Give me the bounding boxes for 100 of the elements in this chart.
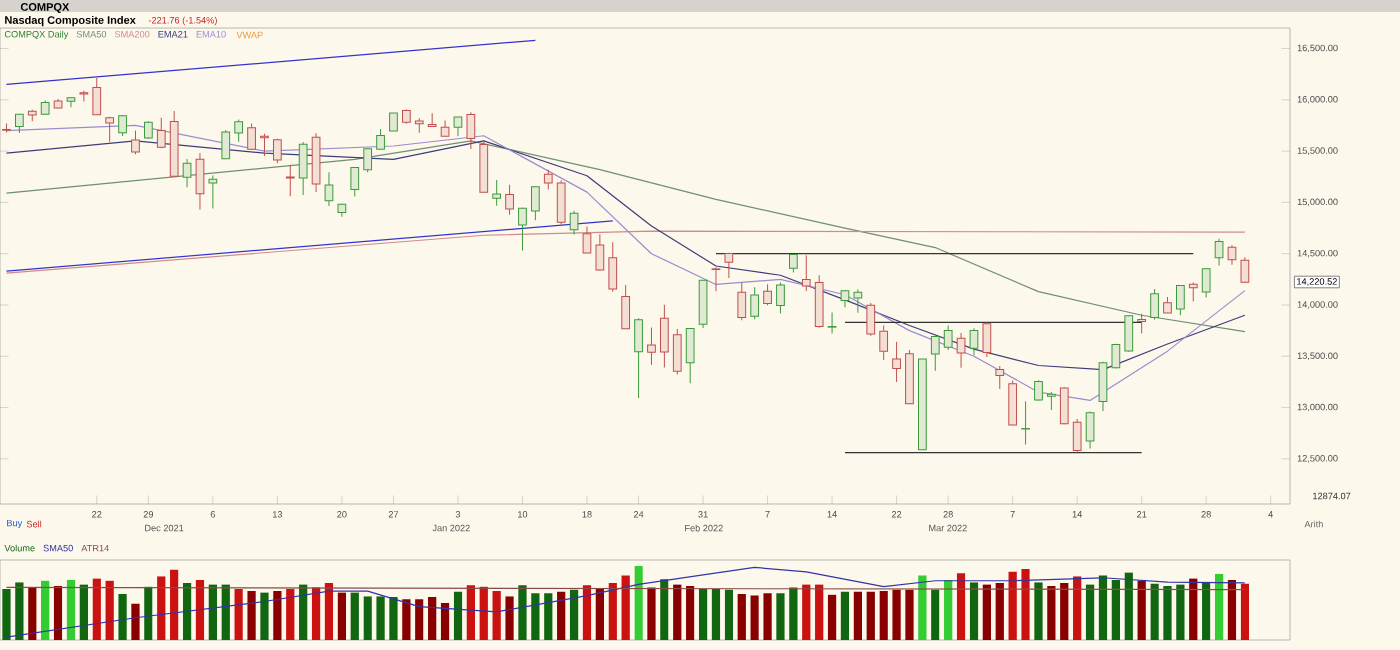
line-series — [5, 230, 1246, 274]
bar — [299, 584, 308, 640]
candlestick — [1059, 386, 1069, 425]
bar — [157, 576, 166, 640]
candlestick — [1008, 379, 1018, 426]
line-series — [5, 124, 1246, 401]
candlestick — [479, 139, 489, 193]
candlestick — [208, 175, 218, 209]
candlestick — [892, 341, 901, 383]
bar — [879, 591, 888, 640]
candlestick — [543, 169, 553, 190]
candlestick — [1085, 411, 1095, 450]
bar — [944, 580, 953, 640]
candlestick — [1188, 282, 1198, 303]
candlestick — [1021, 400, 1030, 445]
candlestick — [1214, 238, 1224, 266]
candlestick — [505, 184, 514, 216]
candlestick — [156, 117, 166, 149]
candlestick — [763, 283, 772, 306]
bar — [711, 588, 721, 640]
candlestick — [969, 327, 979, 356]
bar — [92, 578, 101, 640]
candlestick — [1072, 418, 1082, 454]
bar — [582, 585, 592, 640]
bar — [918, 575, 927, 640]
bar — [505, 596, 514, 640]
bar — [815, 584, 824, 640]
bar — [389, 597, 398, 640]
bar — [518, 585, 527, 640]
bar — [956, 573, 966, 640]
bar — [440, 602, 450, 640]
candlestick — [363, 148, 373, 173]
candlestick — [272, 138, 282, 164]
bar — [260, 592, 269, 640]
bar — [1047, 585, 1056, 640]
candlestick — [647, 326, 656, 366]
candlestick — [879, 325, 889, 361]
candlestick — [930, 335, 940, 372]
bar — [131, 603, 140, 640]
bar — [428, 597, 437, 640]
candlestick — [324, 171, 334, 207]
candlestick — [1137, 313, 1147, 334]
bar — [1060, 582, 1069, 640]
candlestick — [621, 284, 631, 330]
bar — [608, 582, 617, 640]
bar — [286, 588, 295, 640]
bar — [363, 596, 372, 640]
bar — [1240, 583, 1249, 640]
bar — [827, 594, 837, 640]
candlestick — [1150, 288, 1159, 321]
bar — [415, 599, 424, 640]
bar — [324, 582, 334, 640]
candlestick — [182, 158, 192, 188]
candlestick — [556, 179, 566, 225]
candlestick — [995, 365, 1005, 390]
bar — [995, 582, 1004, 640]
bar — [337, 592, 346, 640]
bar — [105, 580, 114, 640]
bar — [1021, 568, 1030, 640]
bar — [1137, 580, 1146, 640]
candlestick — [311, 132, 321, 193]
candlestick — [711, 266, 721, 292]
candlestick — [853, 289, 863, 314]
bar — [557, 591, 566, 640]
bar — [2, 588, 11, 640]
bar — [41, 580, 50, 640]
candlestick — [943, 325, 953, 351]
candlestick — [260, 133, 269, 157]
candlestick — [1201, 267, 1211, 299]
candlestick — [66, 97, 76, 108]
candlestick — [105, 116, 115, 143]
candlestick — [376, 128, 385, 150]
candlestick — [789, 253, 798, 274]
candlestick — [814, 274, 824, 329]
candlestick — [672, 328, 682, 376]
bar — [1008, 571, 1017, 640]
bar — [763, 593, 772, 640]
bar — [182, 582, 192, 640]
bar — [673, 584, 682, 640]
bar — [737, 594, 746, 640]
candlestick — [827, 312, 837, 335]
candlestick — [234, 119, 244, 143]
candlestick — [221, 129, 231, 160]
bar — [647, 587, 656, 640]
candlestick — [298, 141, 308, 196]
candlestick — [634, 317, 643, 399]
bar — [170, 569, 179, 640]
bar — [350, 592, 359, 640]
bar — [1227, 580, 1237, 640]
bar — [1124, 572, 1133, 640]
candlestick — [956, 332, 966, 369]
bar — [311, 587, 321, 640]
candlestick — [660, 304, 669, 368]
bar — [247, 591, 256, 640]
bar — [53, 585, 63, 640]
bar — [453, 591, 463, 640]
candlestick — [79, 90, 89, 102]
candlestick — [595, 233, 605, 271]
candlestick — [1124, 314, 1134, 353]
candlestick — [453, 116, 463, 137]
